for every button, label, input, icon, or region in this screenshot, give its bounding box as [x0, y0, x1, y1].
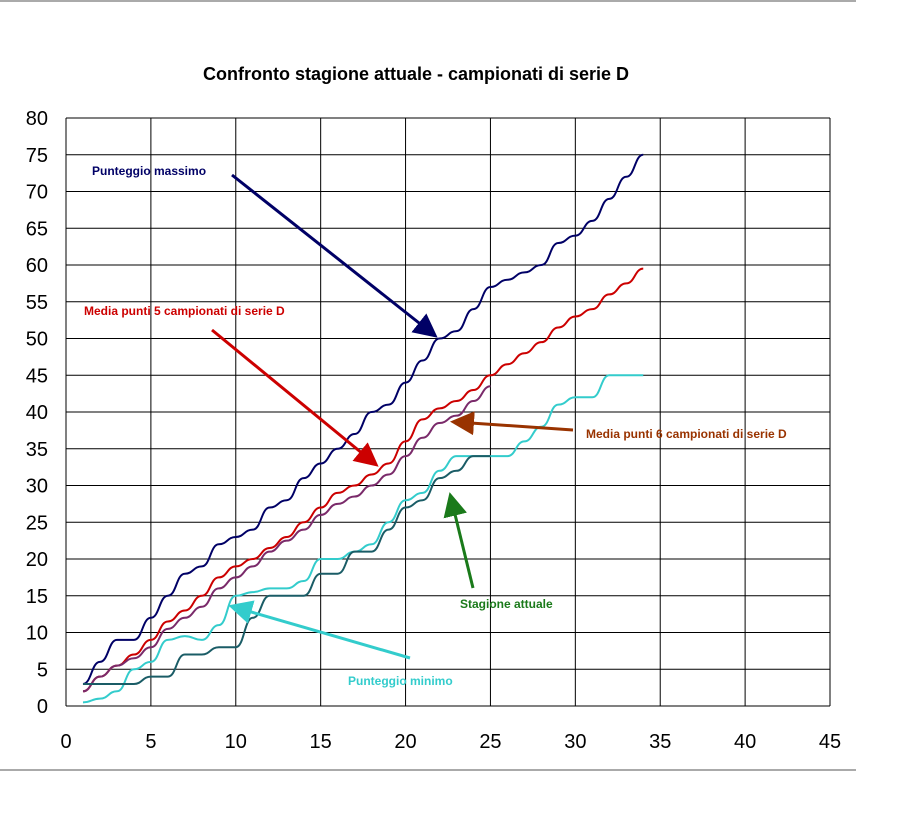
x-tick-label: 40	[734, 731, 756, 753]
x-tick-label: 15	[310, 731, 332, 753]
annotation-label-min: Punteggio minimo	[348, 674, 453, 688]
x-tick-label: 35	[649, 731, 671, 753]
y-tick-label: 15	[26, 586, 48, 608]
y-tick-label: 50	[26, 329, 48, 351]
arrow-min	[228, 600, 411, 660]
y-tick-label: 55	[26, 292, 48, 314]
annotation-label-avg5: Media punti 5 campionati di serie D	[84, 304, 285, 318]
x-tick-label: 30	[564, 731, 586, 753]
x-tick-label: 25	[479, 731, 501, 753]
chart-title: Confronto stagione attuale - campionati …	[203, 64, 629, 84]
grid	[65, 117, 831, 707]
series-line-1	[82, 153, 644, 685]
y-tick-label: 60	[26, 255, 48, 277]
y-tick-label: 40	[26, 402, 48, 424]
series-line-5	[82, 455, 491, 685]
annotation-label-max: Punteggio massimo	[92, 164, 206, 178]
arrow-current	[443, 492, 475, 589]
arrow-avg5	[211, 328, 379, 467]
y-tick-label: 0	[37, 696, 48, 718]
y-tick-label: 65	[26, 218, 48, 240]
x-tick-label: 10	[225, 731, 247, 753]
series-lines	[82, 153, 644, 704]
y-tick-label: 75	[26, 145, 48, 167]
y-tick-label: 30	[26, 476, 48, 498]
x-tick-label: 20	[394, 731, 416, 753]
y-tick-label: 20	[26, 549, 48, 571]
annotation-label-current: Stagione attuale	[460, 597, 553, 611]
arrow-avg6	[450, 411, 574, 436]
y-tick-label: 35	[26, 439, 48, 461]
y-tick-label: 70	[26, 182, 48, 204]
y-tick-label: 10	[26, 623, 48, 645]
axis-ticks: 0 5 10 15 20 25 30 35 40 45 0 5 10 15 20 25 30 35 40 45 50 55…	[26, 108, 841, 753]
series-line-4	[82, 374, 644, 704]
x-tick-label: 5	[145, 731, 156, 753]
annotation-arrows	[211, 173, 574, 660]
x-tick-label: 45	[819, 731, 841, 753]
series-line-3	[82, 385, 491, 693]
annotation-label-avg6: Media punti 6 campionati di serie D	[586, 427, 787, 441]
series-line-2	[82, 267, 644, 693]
y-tick-label: 5	[37, 659, 48, 681]
y-tick-label: 45	[26, 365, 48, 387]
x-tick-label: 0	[60, 731, 71, 753]
arrow-max	[231, 173, 438, 338]
y-tick-label: 80	[26, 108, 48, 130]
y-tick-label: 25	[26, 512, 48, 534]
